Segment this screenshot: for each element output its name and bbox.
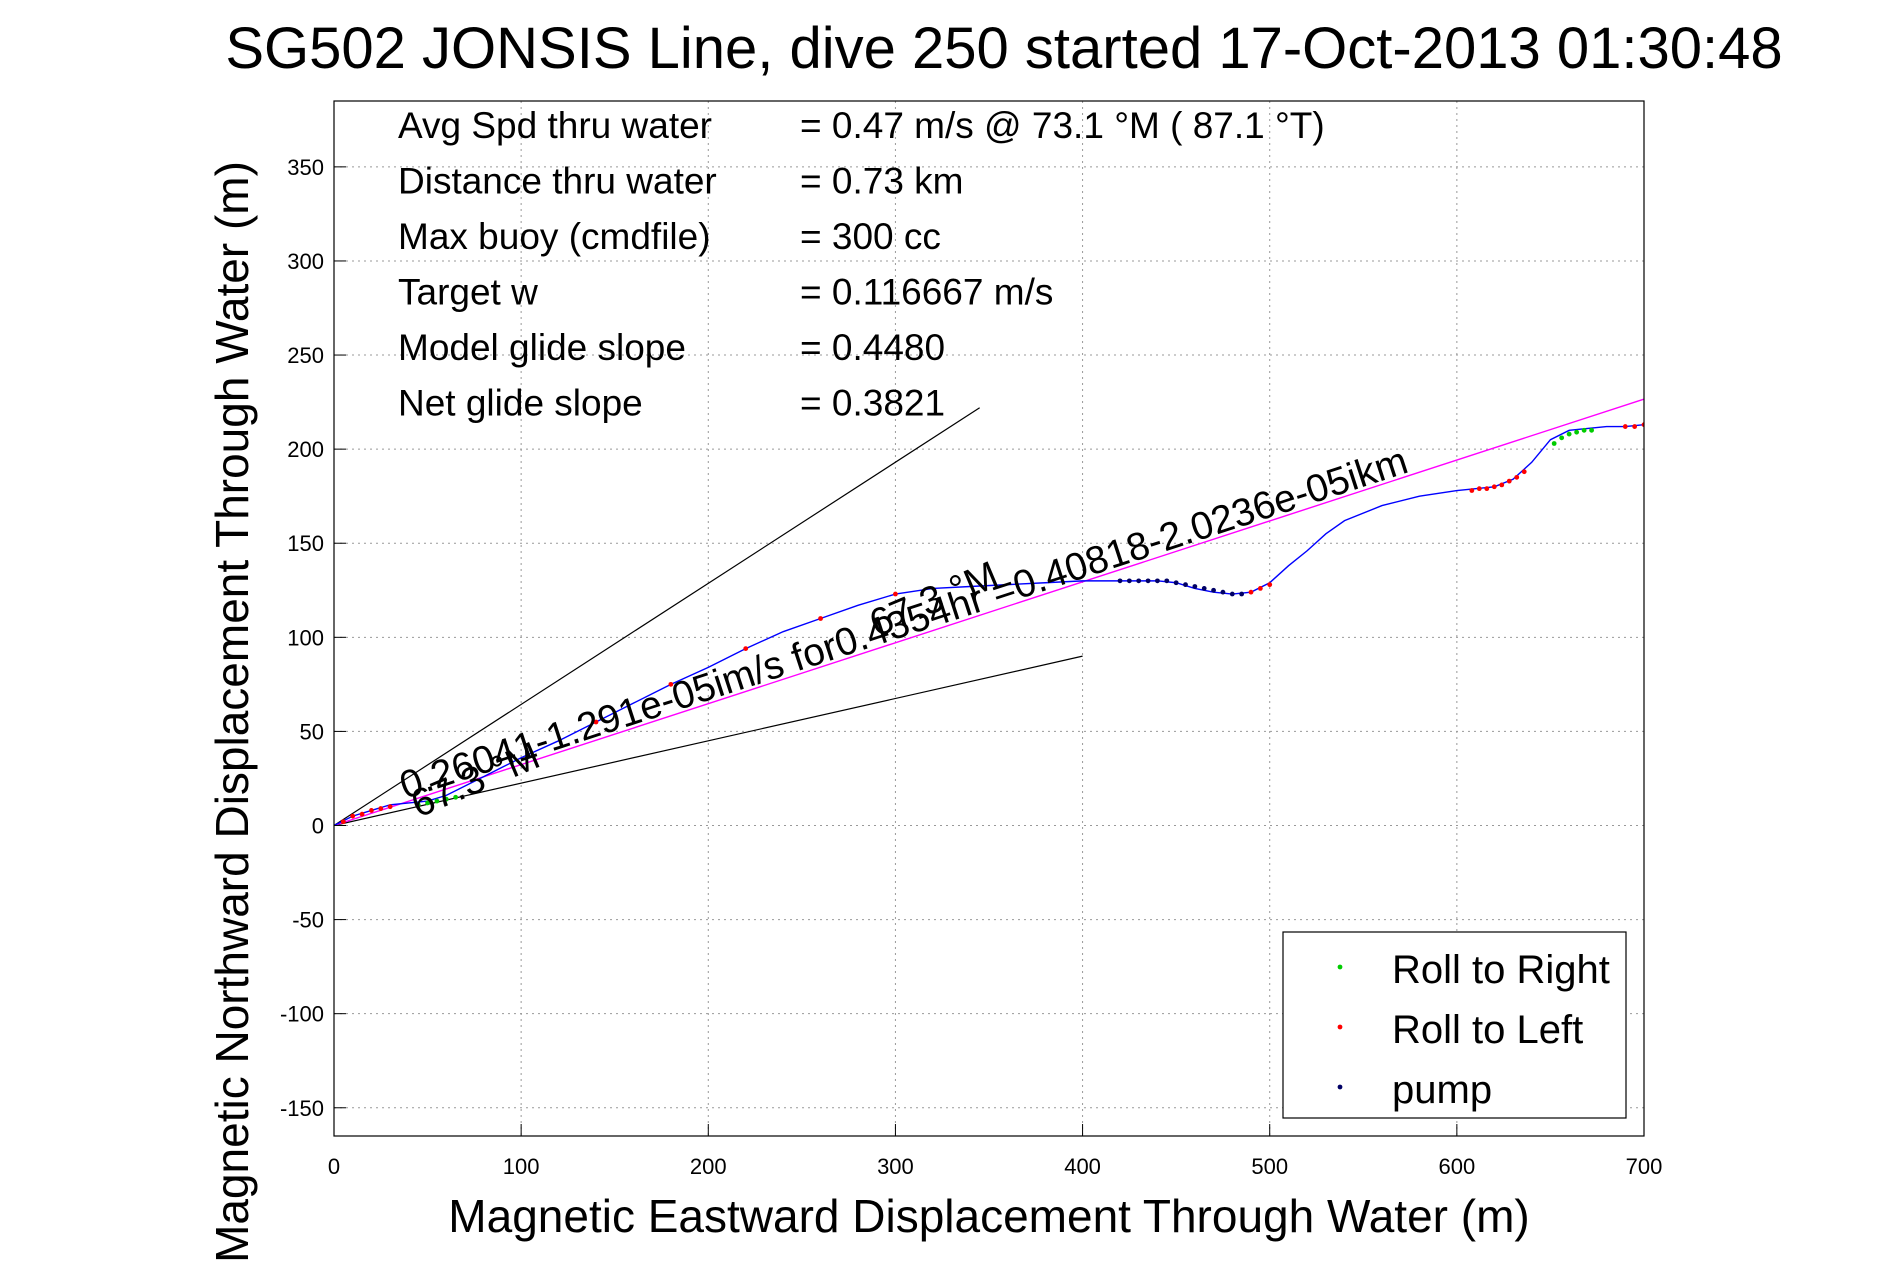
roll-to-left-point — [350, 813, 356, 819]
pump-point — [1173, 580, 1179, 586]
roll-to-left-point — [1622, 424, 1628, 429]
roll-to-right-point — [425, 800, 430, 806]
x-tick-label: 200 — [690, 1154, 727, 1179]
annotation-line — [334, 407, 980, 827]
plot-frame — [333, 100, 1645, 1137]
roll-to-right-point — [1551, 441, 1557, 446]
roll-to-left-point — [1632, 424, 1638, 429]
stat-label: Net glide slope — [398, 383, 643, 424]
roll-to-left-point — [1267, 582, 1273, 588]
y-tick-label: 150 — [287, 531, 324, 556]
y-tick-label: 200 — [287, 437, 324, 462]
y-tick-label: 300 — [287, 249, 324, 274]
pump-point — [1211, 587, 1216, 593]
y-tick-label: -150 — [280, 1096, 324, 1121]
legend-label-roll-to-right: Roll to Right — [1392, 948, 1610, 992]
x-tick-label: 100 — [503, 1154, 540, 1179]
stat-label: Max buoy (cmdfile) — [398, 216, 711, 257]
pump-point — [1220, 589, 1226, 595]
x-tick-label: 300 — [877, 1154, 914, 1179]
roll-to-left-point — [1491, 484, 1497, 490]
roll-to-right-point — [1581, 427, 1587, 433]
roll-to-left-point — [1514, 474, 1520, 480]
stat-value: = 300 cc — [800, 216, 941, 257]
x-tick-label: 500 — [1251, 1154, 1288, 1179]
pump-point — [1145, 578, 1151, 584]
roll-to-right-point — [1566, 431, 1572, 437]
marker-layer — [340, 422, 1644, 825]
y-tick-label: 250 — [287, 343, 324, 368]
y-tick-label: 50 — [300, 719, 324, 744]
y-tick-label: -100 — [280, 1002, 324, 1027]
stat-label: Model glide slope — [398, 327, 686, 368]
y-tick-label: 0 — [312, 814, 324, 839]
pump-point — [1239, 591, 1245, 597]
roll-to-left-point — [743, 646, 749, 652]
pump-point — [1192, 584, 1198, 589]
legend-label-pump: pump — [1392, 1068, 1492, 1112]
stat-value: = 0.73 km — [800, 161, 964, 202]
annotation-lines — [334, 398, 1644, 827]
legend-marker-roll-to-left — [1337, 1024, 1343, 1030]
roll-to-left-point — [1484, 486, 1490, 492]
stat-label: Avg Spd thru water — [398, 105, 712, 146]
legend-label-roll-to-left: Roll to Left — [1392, 1008, 1583, 1052]
stat-value: = 0.47 m/s @ 73.1 °M ( 87.1 °T) — [800, 105, 1325, 146]
stat-label: Distance thru water — [398, 161, 717, 202]
pump-point — [1201, 585, 1207, 591]
pump-point — [1229, 591, 1235, 597]
roll-to-right-point — [443, 796, 449, 802]
roll-to-left-point — [1248, 589, 1254, 595]
roll-to-right-point — [415, 802, 421, 808]
roll-to-left-point — [893, 591, 898, 597]
roll-to-right-point — [1589, 427, 1594, 433]
roll-to-left-point — [378, 806, 384, 811]
roll-to-left-point — [369, 808, 374, 813]
roll-to-left-point — [387, 804, 393, 810]
x-tick-label: 600 — [1438, 1154, 1475, 1179]
y-tick-label: 350 — [287, 155, 324, 180]
legend-marker-pump — [1337, 1084, 1343, 1090]
roll-to-right-point — [1559, 435, 1565, 441]
stat-value: = 0.3821 — [800, 383, 945, 424]
roll-to-left-point — [359, 811, 365, 817]
x-axis-label: Magnetic Eastward Displacement Through W… — [448, 1190, 1529, 1242]
roll-to-left-point — [1469, 488, 1475, 493]
roll-to-right-point — [434, 798, 440, 804]
roll-to-left-point — [668, 681, 674, 687]
roll-to-left-point — [1476, 486, 1482, 492]
legend: Roll to Right Roll to Left pump — [1282, 931, 1627, 1119]
stat-label: Target w — [398, 272, 538, 313]
roll-to-right-point — [1574, 429, 1580, 435]
pump-point — [1155, 578, 1160, 584]
y-tick-label: -50 — [292, 908, 324, 933]
roll-to-left-point — [1257, 585, 1263, 591]
legend-marker-roll-to-right — [1337, 964, 1343, 970]
pump-point — [1164, 578, 1170, 584]
annotation-line — [334, 398, 1644, 827]
x-tick-label: 700 — [1626, 1154, 1663, 1179]
annotation-line — [334, 655, 1083, 827]
pump-point — [1183, 582, 1188, 588]
ticks: 0 100 200 300 400 500 600 700 -150 -100 -50 0 50 100 1… — [280, 155, 1662, 1179]
stat-value: = 0.116667 m/s — [800, 272, 1053, 313]
roll-to-right-point — [453, 794, 459, 800]
roll-to-left-point — [818, 616, 823, 621]
pump-point — [1136, 578, 1142, 584]
roll-to-left-point — [340, 819, 346, 825]
roll-to-left-point — [593, 719, 599, 725]
stats-block: Avg Spd thru water = 0.47 m/s @ 73.1 °M (… — [398, 105, 1325, 424]
pump-point — [1117, 578, 1123, 584]
y-tick-label: 100 — [287, 625, 324, 650]
pump-point — [1126, 578, 1132, 584]
chart-title: SG502 JONSIS Line, dive 250 started 17-O… — [225, 16, 1782, 81]
roll-to-left-point — [1521, 469, 1527, 475]
stat-value: = 0.4480 — [800, 327, 945, 368]
x-tick-label: 0 — [328, 1154, 340, 1179]
x-tick-label: 400 — [1064, 1154, 1101, 1179]
y-axis-label: Magnetic Northward Displacement Through … — [206, 161, 258, 1262]
roll-to-left-point — [1499, 482, 1505, 488]
roll-to-left-point — [1506, 478, 1512, 484]
